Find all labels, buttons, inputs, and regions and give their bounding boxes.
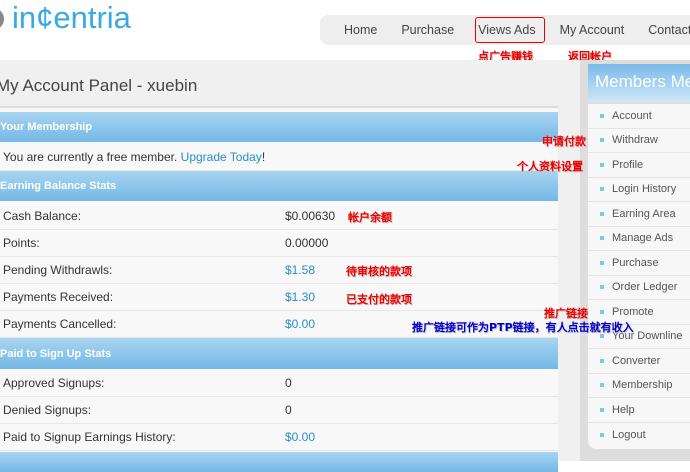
table-row: Approved Signups: 0 — [0, 370, 558, 397]
sidebar-item-promote[interactable]: Promote — [588, 300, 690, 325]
annotation-pending: 待审核的款项 — [346, 265, 412, 278]
section-header-earning: Earning Balance Stats — [0, 171, 558, 201]
bullet-icon — [600, 383, 604, 388]
annotation-withdraw: 申请付款 — [542, 135, 586, 148]
nav-contact[interactable]: Contact — [648, 23, 690, 37]
sidebar-item-label: Withdraw — [612, 134, 658, 147]
annotation-promote-note: 推广链接可作为PTP链接，有人点击就有收入 — [412, 321, 634, 334]
page-title: My Account Panel - xuebin — [0, 76, 198, 95]
sidebar-item-label: Logout — [612, 428, 646, 441]
nav-views-ads[interactable]: Views Ads — [478, 23, 536, 37]
sidebar-item-login-history[interactable]: Login History — [588, 178, 690, 202]
logo-text: in¢entria — [12, 0, 131, 35]
account-panel: Your Membership You are currently a free… — [0, 106, 558, 472]
row-value-link[interactable]: $1.30 — [285, 290, 316, 304]
sidebar-item-help[interactable]: Help — [588, 398, 690, 423]
row-label: Payments Cancelled: — [3, 317, 117, 331]
row-value-link[interactable]: $0.00 — [285, 317, 316, 331]
annotation-received: 已支付的款项 — [346, 293, 412, 306]
table-row: Pending Withdrawls: $1.58 — [0, 257, 558, 284]
sidebar-item-profile[interactable]: Profile — [588, 153, 690, 178]
logo-mark-icon — [0, 8, 4, 30]
sidebar-item-converter[interactable]: Converter — [588, 349, 690, 374]
row-label: Pending Withdrawls: — [3, 263, 113, 277]
bullet-icon — [600, 407, 604, 412]
bullet-icon — [600, 138, 604, 143]
table-row: Payments Received: $1.30 — [0, 284, 558, 311]
row-label: Payments Received: — [3, 290, 114, 304]
bullet-icon — [600, 113, 604, 118]
sidebar-item-label: Account — [612, 109, 652, 122]
sidebar-menu: Account Withdraw Profile Login History E… — [588, 104, 690, 449]
sidebar-item-label: Earning Area — [612, 207, 676, 220]
row-label: Points: — [3, 236, 40, 250]
annotation-my-account: 返回帐户 — [568, 50, 612, 63]
top-nav: Home Purchase Views Ads My Account Conta… — [320, 15, 690, 45]
sidebar-item-label: Order Ledger — [612, 281, 678, 294]
sidebar-item-logout[interactable]: Logout — [588, 423, 690, 448]
table-row: Payments Cancelled: $0.00 — [0, 311, 558, 338]
row-value: 0 — [285, 376, 292, 390]
section-header-membership: Your Membership — [0, 112, 558, 142]
highlight-box — [475, 17, 545, 43]
row-value: 0 — [285, 403, 292, 417]
bullet-icon — [600, 285, 604, 290]
sidebar-item-label: Manage Ads — [612, 232, 674, 245]
sidebar-item-earning-area[interactable]: Earning Area — [588, 202, 690, 227]
bullet-icon — [600, 187, 604, 192]
sidebar-item-your-downline[interactable]: Your Downline — [588, 325, 690, 349]
annotation-cash: 帐户余额 — [348, 211, 392, 224]
nav-home[interactable]: Home — [344, 23, 378, 37]
sidebar-item-order-ledger[interactable]: Order Ledger — [588, 276, 690, 300]
row-label: Paid to Signup Earnings History: — [3, 430, 176, 444]
section-header-bottom — [0, 452, 558, 472]
sidebar-item-label: Purchase — [612, 256, 659, 269]
bullet-icon — [600, 334, 604, 339]
sidebar-item-account[interactable]: Account — [588, 104, 690, 129]
row-label: Approved Signups: — [3, 376, 105, 390]
nav-purchase[interactable]: Purchase — [401, 23, 455, 37]
section-header-signup: Paid to Sign Up Stats — [0, 338, 558, 369]
upgrade-link[interactable]: Upgrade Today — [180, 149, 262, 164]
bullet-icon — [600, 309, 604, 314]
sidebar-item-label: Membership — [612, 379, 673, 392]
membership-suffix: ! — [261, 149, 266, 164]
row-value: $0.00630 — [285, 209, 336, 223]
sidebar-item-membership[interactable]: Membership — [588, 374, 690, 398]
bullet-icon — [600, 236, 604, 241]
bullet-icon — [600, 211, 604, 216]
annotation-views-ads: 点广告赚钱 — [478, 50, 533, 63]
bullet-icon — [600, 162, 604, 167]
table-row: Points: 0.00000 — [0, 230, 558, 257]
sidebar-item-label: Converter — [612, 354, 661, 367]
bullet-icon — [600, 260, 604, 265]
sidebar-header: Members Menu — [588, 64, 690, 102]
table-row: Paid to Signup Earnings History: $0.00 — [0, 424, 558, 451]
nav-my-account[interactable]: My Account — [559, 23, 625, 37]
bullet-icon — [600, 432, 604, 437]
sidebar-item-label: Promote — [612, 305, 654, 318]
row-value-link[interactable]: $0.00 — [285, 430, 316, 444]
row-label: Cash Balance: — [3, 209, 82, 223]
sidebar-item-purchase[interactable]: Purchase — [588, 251, 690, 276]
sidebar-item-label: Your Downline — [612, 330, 683, 343]
sidebar-item-label: Help — [612, 403, 635, 416]
annotation-promote: 推广链接 — [544, 307, 588, 320]
annotation-profile: 个人资料设置 — [517, 160, 583, 173]
bullet-icon — [600, 358, 604, 363]
row-value: 0.00000 — [285, 236, 329, 250]
membership-row: You are currently a free member. Upgrade… — [0, 143, 558, 171]
sidebar-item-label: Login History — [612, 183, 677, 196]
sidebar-item-withdraw[interactable]: Withdraw — [588, 129, 690, 153]
table-row: Cash Balance: $0.00630 — [0, 203, 558, 230]
membership-text: You are currently a free member. — [3, 149, 178, 164]
table-row: Denied Signups: 0 — [0, 397, 558, 424]
logo[interactable]: in¢entria — [0, 0, 131, 36]
row-value-link[interactable]: $1.58 — [285, 263, 316, 277]
sidebar-item-manage-ads[interactable]: Manage Ads — [588, 227, 690, 251]
row-label: Denied Signups: — [3, 403, 92, 417]
sidebar-item-label: Profile — [612, 158, 644, 171]
